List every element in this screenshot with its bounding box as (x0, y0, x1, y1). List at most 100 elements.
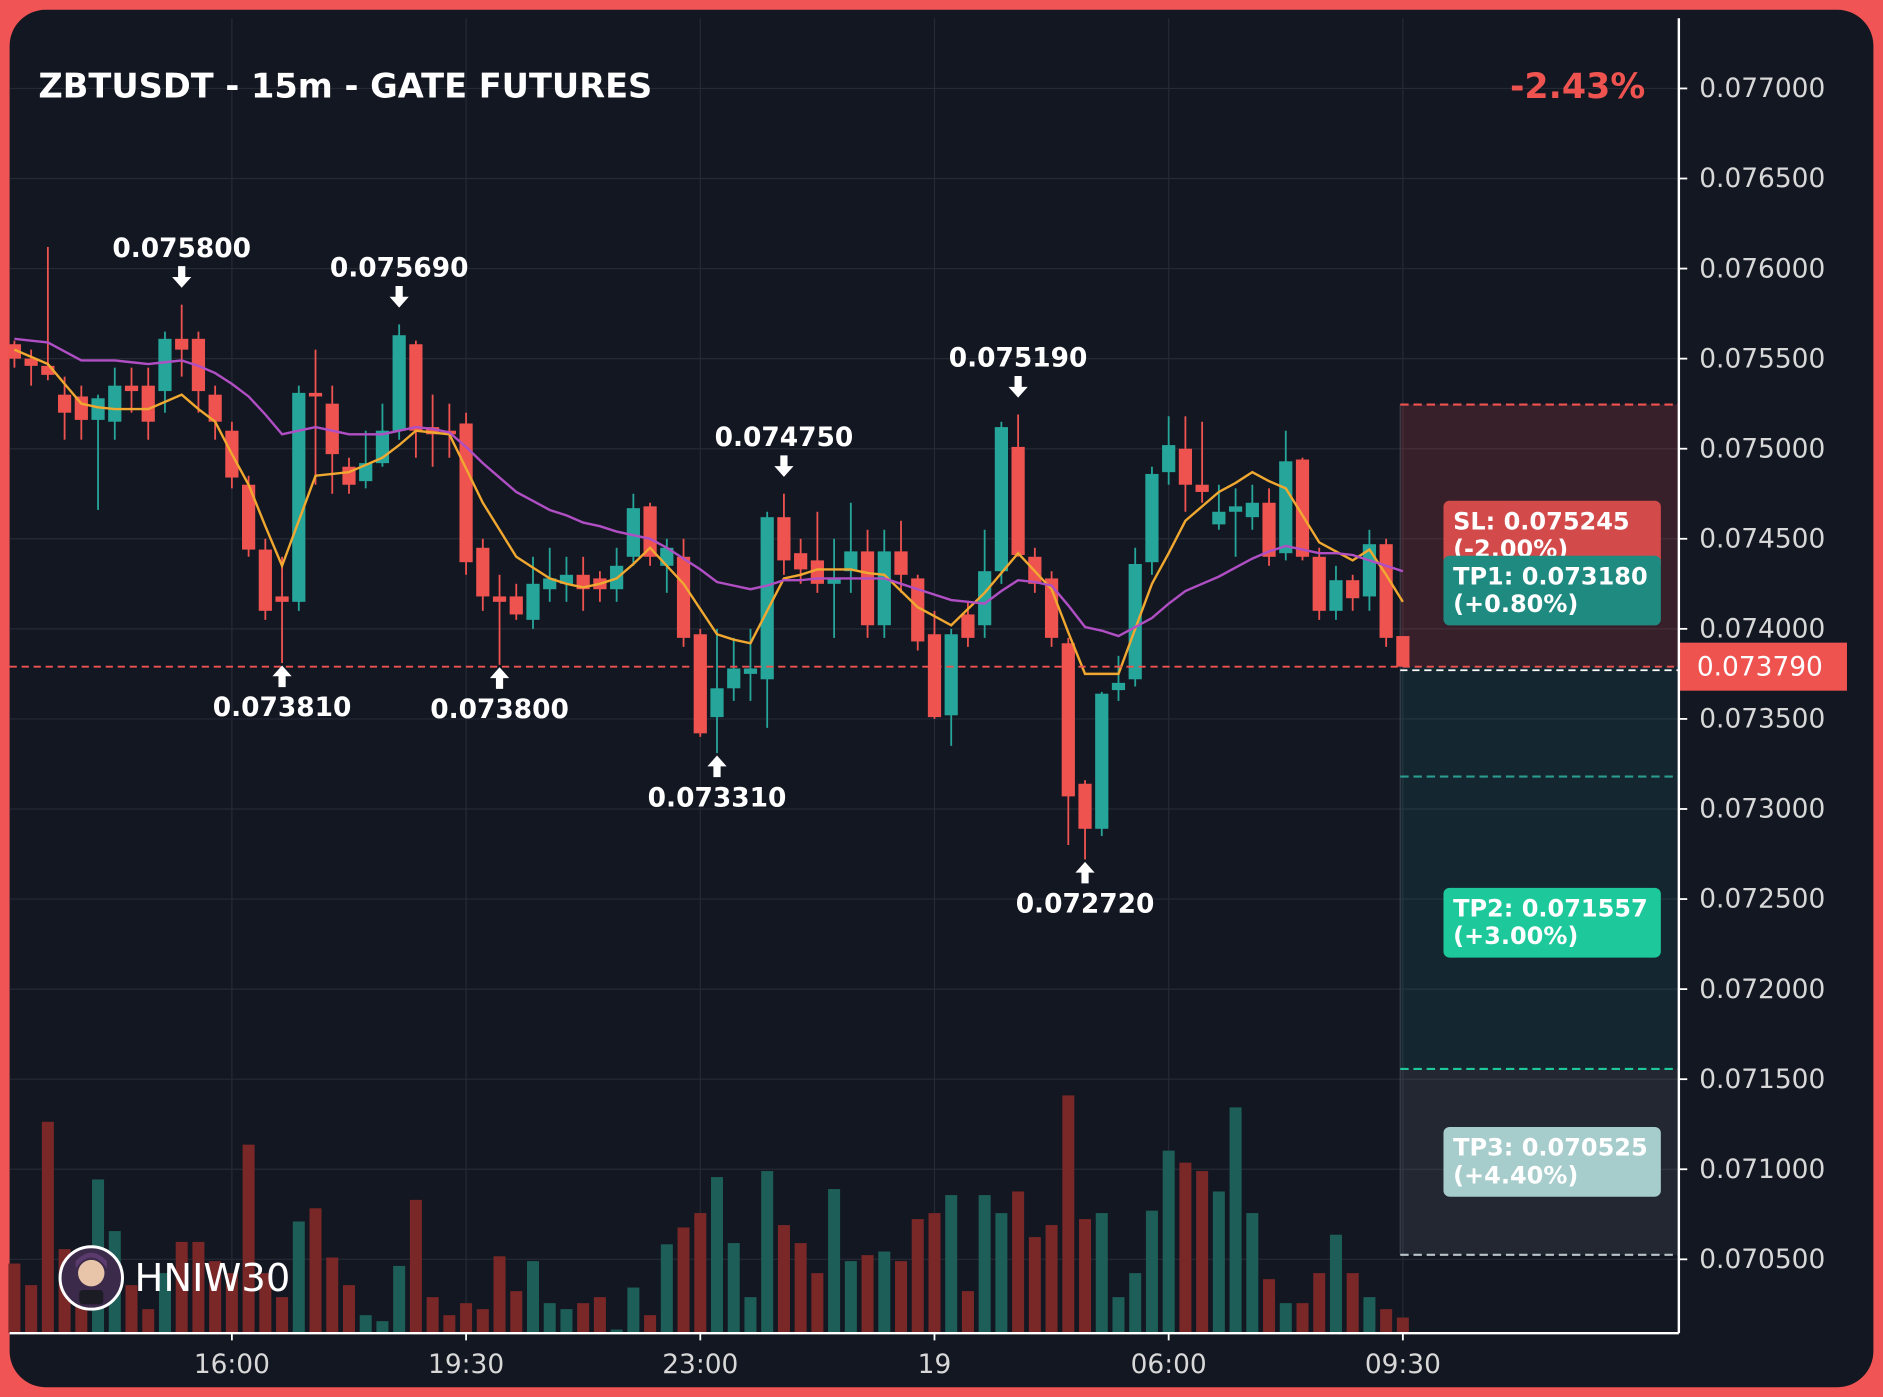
candle-body (141, 385, 155, 422)
volume-bar (1212, 1191, 1225, 1334)
y-tick-label: 0.072000 (1699, 974, 1825, 1005)
candle-body (492, 596, 507, 602)
ma-line (14, 337, 1404, 638)
y-tick-label: 0.074000 (1699, 614, 1825, 645)
volume-bar (911, 1219, 924, 1334)
volume-bar (209, 1261, 222, 1334)
volume-bar (644, 1315, 657, 1334)
candle-body (175, 338, 189, 350)
annotation-arrow (172, 266, 192, 288)
volume-bar (1028, 1237, 1041, 1334)
volume-bar (610, 1329, 623, 1334)
volume-bar (225, 1273, 238, 1334)
candle-body (91, 398, 105, 420)
volume-bar (1296, 1303, 1309, 1334)
volume-bar (861, 1255, 874, 1334)
volume-bar (961, 1291, 974, 1334)
candle-body (526, 583, 540, 620)
volume-bar (895, 1261, 908, 1334)
y-tick-label: 0.076500 (1699, 163, 1825, 194)
candle-body (476, 547, 490, 597)
candle-body (1162, 445, 1176, 473)
x-tick-label: 19 (918, 1349, 952, 1380)
candle-body (242, 484, 256, 550)
candle-body (844, 551, 858, 572)
candle-body (1011, 446, 1025, 555)
candle-body (1396, 636, 1410, 667)
volume-bar (1162, 1150, 1175, 1334)
level-box (1443, 1127, 1661, 1197)
level-change: (+0.80%) (1453, 590, 1578, 618)
candle-body (1095, 693, 1109, 829)
level-box (1443, 887, 1661, 958)
candle-body (1295, 459, 1310, 557)
candle-body (124, 385, 139, 392)
volume-bar (577, 1303, 590, 1334)
level-change: (+4.40%) (1453, 1161, 1578, 1189)
volume-bar (175, 1241, 188, 1334)
y-tick-label: 0.071500 (1699, 1064, 1825, 1095)
volume-bar (1380, 1309, 1393, 1334)
candle-body (1228, 506, 1243, 512)
annotation-arrow (707, 755, 727, 778)
volume-bar (677, 1227, 690, 1334)
candle-body (927, 634, 942, 718)
candle-body (827, 578, 841, 584)
volume-bar (727, 1243, 740, 1334)
volume-bar (1396, 1317, 1409, 1334)
y-tick-label: 0.071000 (1699, 1154, 1825, 1185)
candle-body (325, 403, 339, 455)
candle-body (1329, 580, 1343, 611)
candle-body (1128, 564, 1142, 680)
watermark: HNIW30 (135, 1256, 291, 1301)
x-tick-label: 16:00 (194, 1349, 270, 1380)
volume-bar (8, 1263, 21, 1334)
candle-body (760, 517, 774, 680)
annotation-label: 0.075800 (112, 233, 251, 264)
volume-bar (1196, 1171, 1209, 1334)
candle-body (158, 338, 172, 392)
annotation-label: 0.075690 (330, 253, 469, 284)
level-label: TP1: 0.073180 (1453, 562, 1648, 590)
candle-body (710, 688, 724, 718)
volume-bar (309, 1208, 322, 1334)
candle-body (208, 394, 222, 422)
annotation-label: 0.073810 (213, 692, 352, 723)
x-tick-label: 19:30 (428, 1349, 504, 1380)
volume-bar (1346, 1273, 1359, 1334)
volume-bar (493, 1256, 506, 1334)
candle-body (308, 392, 323, 397)
volume-bar (510, 1291, 523, 1334)
annotation-arrow (272, 665, 292, 688)
candle-body (1279, 461, 1293, 554)
volume-bar (1145, 1210, 1158, 1334)
volume-bar (878, 1251, 891, 1334)
y-tick-label: 0.070500 (1699, 1244, 1825, 1275)
volume-bar (945, 1195, 958, 1334)
volume-bar (928, 1213, 941, 1334)
volume-bar (443, 1315, 456, 1334)
annotation-label: 0.072720 (1016, 889, 1155, 920)
volume-bar (41, 1121, 54, 1334)
candle-body (1178, 448, 1193, 485)
level-label: TP3: 0.070525 (1453, 1134, 1648, 1162)
volume-bar (1279, 1303, 1292, 1334)
volume-bar (1313, 1273, 1326, 1334)
volume-bar (426, 1297, 439, 1334)
level-label: SL: 0.075245 (1453, 507, 1630, 535)
volume-bar (777, 1225, 790, 1334)
chart-title: ZBTUSDT - 15m - GATE FUTURES (38, 66, 652, 105)
x-tick-label: 23:00 (662, 1349, 738, 1380)
candle-body (108, 385, 122, 422)
candle-body (7, 344, 22, 359)
y-tick-label: 0.074500 (1699, 523, 1825, 554)
x-tick-label: 06:00 (1131, 1349, 1207, 1380)
annotation-arrow (389, 285, 409, 308)
volume-bar (158, 1273, 171, 1334)
volume-bar (192, 1241, 205, 1334)
candle-body (41, 365, 55, 375)
level-change: (+3.00%) (1453, 922, 1578, 950)
y-tick-label: 0.072500 (1699, 884, 1825, 915)
candle-body (74, 396, 88, 420)
